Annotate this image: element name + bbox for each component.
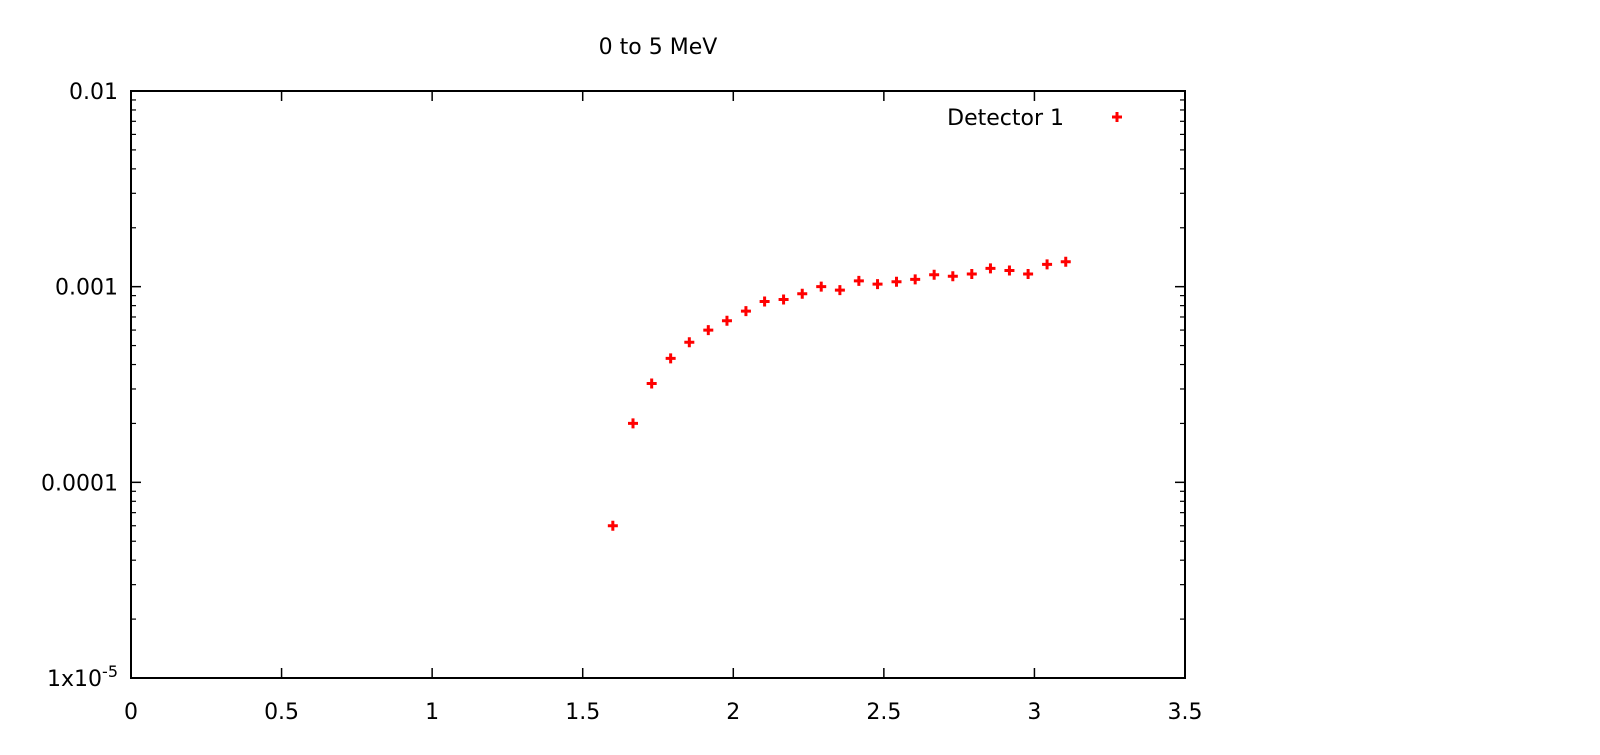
data-point xyxy=(740,306,751,317)
data-point xyxy=(628,418,639,429)
data-point xyxy=(778,294,789,305)
legend-label-detector-1: Detector 1 xyxy=(947,106,1064,131)
data-point xyxy=(966,269,977,280)
data-point xyxy=(853,275,864,286)
x-axis: 0 0.5 1 1.5 2 2.5 3 3.5 xyxy=(124,91,1203,725)
data-point xyxy=(646,378,657,389)
data-point xyxy=(684,337,695,348)
chart-title: 0 to 5 MeV xyxy=(599,35,718,60)
y-axis: 0.01 0.001 0.0001 1x10-5 xyxy=(41,80,1185,692)
data-point xyxy=(891,276,902,287)
data-point xyxy=(985,263,996,274)
x-tick-label: 0.5 xyxy=(264,700,299,725)
y-tick-label: 1x10-5 xyxy=(47,662,118,692)
data-point xyxy=(1023,269,1034,280)
series-detector-1 xyxy=(607,256,1071,531)
y-tick-label: 0.001 xyxy=(55,276,118,301)
data-point xyxy=(721,315,732,326)
data-point xyxy=(759,296,770,307)
data-point xyxy=(607,520,618,531)
data-point xyxy=(1042,259,1053,270)
data-point xyxy=(665,353,676,364)
data-point xyxy=(947,271,958,282)
data-point xyxy=(1060,256,1071,267)
x-tick-label: 0 xyxy=(124,700,138,725)
data-point xyxy=(703,325,714,336)
plot-border xyxy=(130,90,1186,679)
data-point xyxy=(816,281,827,292)
data-point xyxy=(797,288,808,299)
plot-frame xyxy=(130,90,1186,679)
legend-marker xyxy=(1112,112,1122,122)
x-tick-label: 3 xyxy=(1027,700,1041,725)
x-tick-label: 2.5 xyxy=(866,700,901,725)
x-tick-label: 2 xyxy=(726,700,740,725)
data-point xyxy=(872,279,883,290)
y-tick-label: 0.01 xyxy=(69,80,118,105)
data-point xyxy=(834,285,845,296)
legend: Detector 1 xyxy=(947,106,1122,131)
x-tick-label: 3.5 xyxy=(1168,700,1203,725)
x-tick-label: 1.5 xyxy=(565,700,600,725)
y-tick-label-exponent: -5 xyxy=(102,662,118,681)
x-tick-label: 1 xyxy=(425,700,439,725)
series-layer xyxy=(607,256,1071,531)
data-point xyxy=(910,274,921,285)
data-point xyxy=(1004,265,1015,276)
data-point xyxy=(929,269,940,280)
y-tick-label: 0.0001 xyxy=(41,471,118,496)
